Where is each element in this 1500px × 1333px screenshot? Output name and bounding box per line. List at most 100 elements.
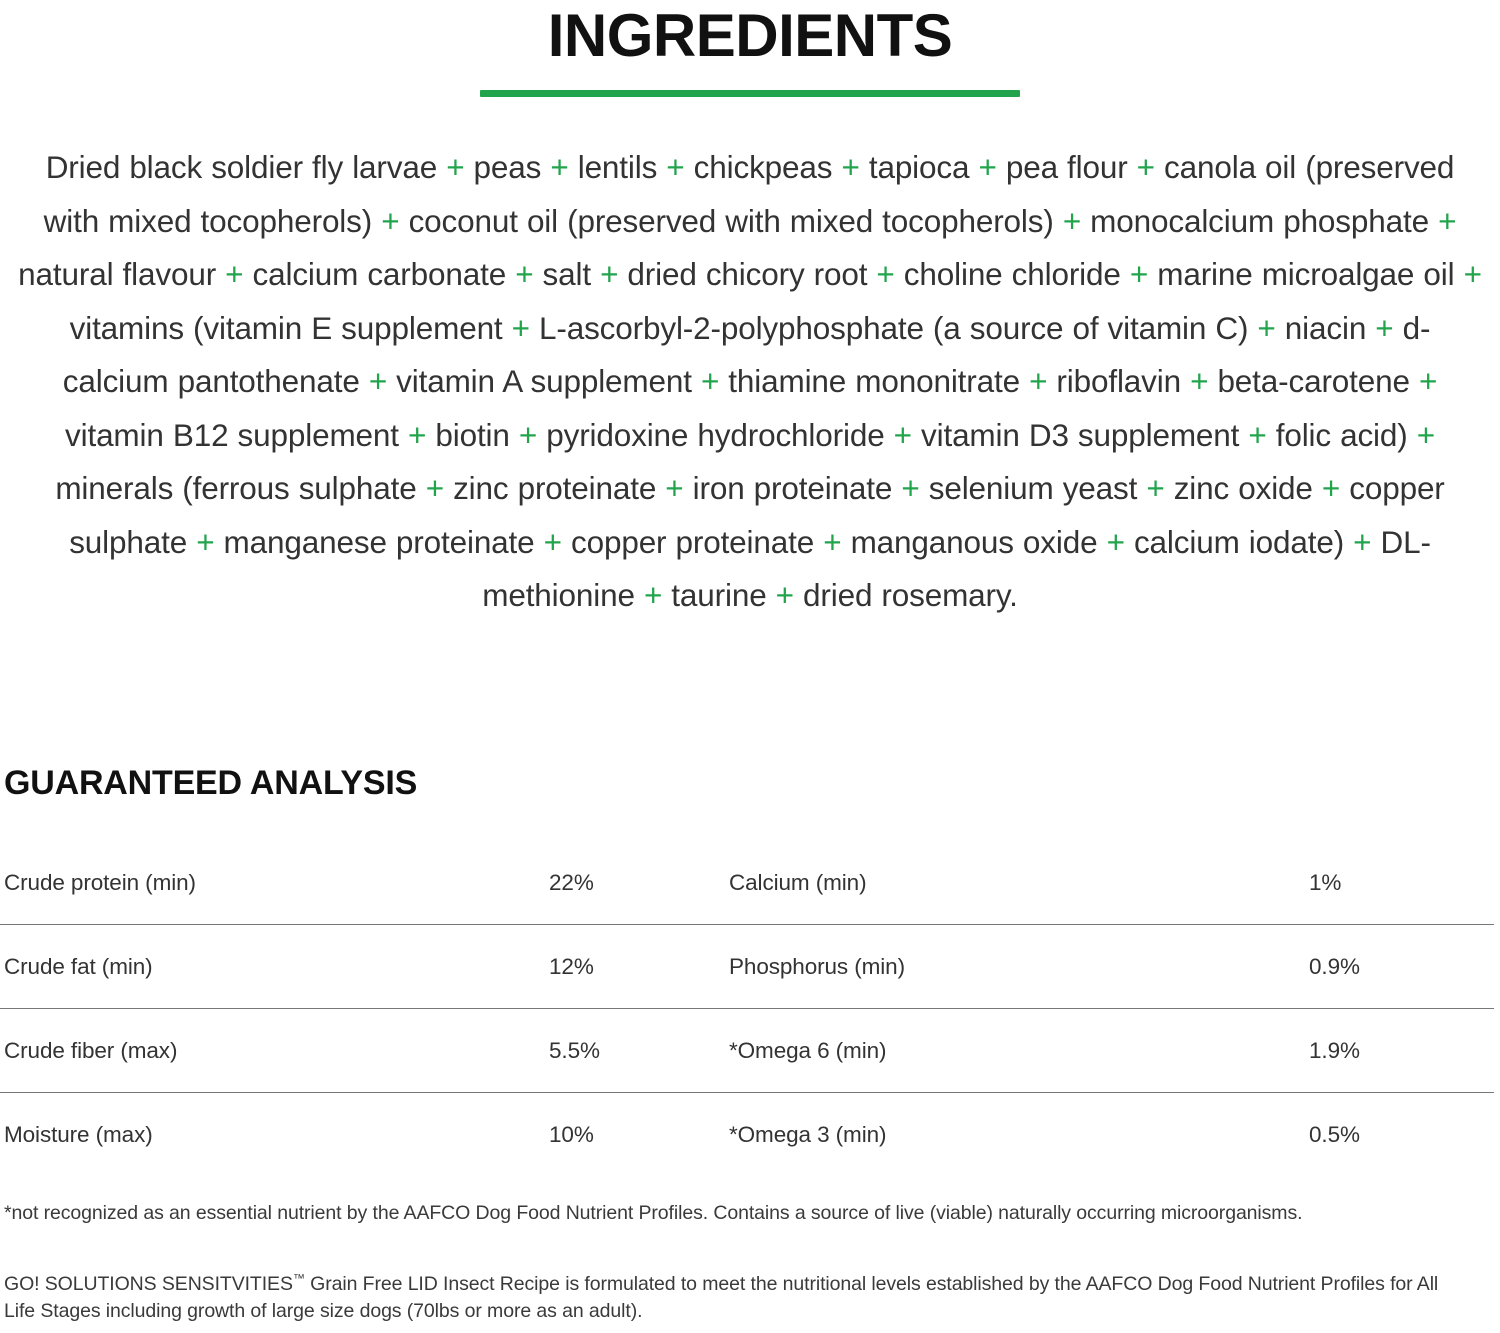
ingredient-separator-plus: + <box>1312 470 1350 506</box>
ingredient-item: manganese proteinate <box>223 523 535 560</box>
nutrient-value-left: 10% <box>549 1092 729 1176</box>
ingredient-item: riboflavin <box>1056 363 1181 399</box>
ingredient-separator-plus: + <box>1366 309 1403 346</box>
ingredient-item: d-calcium pantothenate <box>62 309 1431 400</box>
ingredient-item: DL-methionine <box>482 523 1431 614</box>
guaranteed-analysis-table: Crude protein (min) 22% Calcium (min) 1% Cru… <box>0 841 1494 1176</box>
ingredient-item: manganous oxide <box>850 523 1098 560</box>
ingredient-item: choline chloride <box>903 256 1121 292</box>
ingredient-separator-plus: + <box>590 256 628 292</box>
ingredient-item: biotin <box>435 416 510 453</box>
ingredient-separator-plus: + <box>634 577 672 613</box>
ingredient-separator-plus: + <box>1180 363 1218 399</box>
asterisk-footnote: *not recognized as an essential nutrient… <box>4 1202 1303 1224</box>
nutrient-value-left: 12% <box>549 924 729 1009</box>
ingredient-item: vitamins (vitamin E supplement <box>69 309 503 346</box>
ingredient-separator-plus: + <box>541 149 578 185</box>
ingredient-item: vitamin A supplement <box>396 363 692 399</box>
ingredient-separator-plus: + <box>1248 309 1285 346</box>
nutrient-label-left: Crude fat (min) <box>0 924 549 1009</box>
ingredient-separator-plus: + <box>1127 149 1165 185</box>
ingredient-separator-plus: + <box>766 577 804 613</box>
ingredient-item: selenium yeast <box>928 470 1138 506</box>
guaranteed-analysis-title: GUARANTEED ANALYSIS <box>4 764 418 802</box>
ingredient-item: thiamine mononitrate <box>728 363 1020 399</box>
nutrient-value-right: 0.5% <box>1309 1092 1494 1176</box>
nutrient-value-left: 22% <box>549 870 594 895</box>
ingredient-item: natural flavour <box>18 256 217 292</box>
ingredient-item: folic acid) <box>1275 416 1408 453</box>
ingredient-item: tapioca <box>868 149 970 185</box>
ingredient-separator-plus: + <box>832 149 869 185</box>
ingredient-separator-plus: + <box>1344 523 1381 560</box>
nutrient-label-right: Calcium (min) <box>729 870 867 895</box>
ingredient-separator-plus: + <box>867 256 904 292</box>
ingredient-item: iron proteinate <box>692 470 893 506</box>
aafco-statement: GO! SOLUTIONS SENSITVITIES™ Grain Free L… <box>4 1271 1466 1325</box>
ingredient-item: calcium iodate) <box>1133 523 1345 560</box>
ingredients-header: INGREDIENTS <box>0 0 1500 97</box>
aafco-statement-text: Grain Free LID Insect Recipe is formulat… <box>4 1273 1439 1322</box>
ingredient-separator-plus: + <box>398 416 436 453</box>
ingredient-item: monocalcium phosphate <box>1090 202 1429 239</box>
ingredient-item: taurine <box>671 577 767 613</box>
ingredient-separator-plus: + <box>1019 363 1057 399</box>
ingredient-separator-plus: + <box>1409 363 1438 399</box>
ingredient-item: pyridoxine hydrochloride <box>546 416 885 453</box>
nutrient-value-left: 5.5% <box>549 1008 729 1093</box>
ingredient-item: copper proteinate <box>570 523 815 560</box>
table-row: Crude fiber (max) 5.5% *Omega 6 (min) 1.9% <box>0 1008 1494 1093</box>
ingredient-item: marine microalgae oil <box>1157 256 1455 292</box>
ingredient-separator-plus: + <box>1120 256 1158 292</box>
trademark-icon: ™ <box>292 1271 305 1286</box>
ingredient-item: dried chicory root <box>627 256 868 292</box>
aafco-brand-name: GO! SOLUTIONS SENSITVITIES <box>4 1273 293 1295</box>
nutrient-label-right: *Omega 3 (min) <box>729 1092 1309 1176</box>
guaranteed-analysis-section: GUARANTEED ANALYSIS Crude protein (min) 2… <box>0 763 1500 1176</box>
ingredient-separator-plus: + <box>187 523 224 560</box>
nutrient-value-right: 1.9% <box>1309 1008 1494 1093</box>
ingredient-separator-plus: + <box>437 149 474 185</box>
ingredient-separator-plus: + <box>502 309 539 346</box>
ingredient-item: niacin <box>1284 309 1367 346</box>
nutrient-label-left: Crude fiber (max) <box>0 1008 549 1093</box>
title-underline-rule <box>480 90 1020 97</box>
nutrient-label-right: Phosphorus (min) <box>729 924 1309 1009</box>
ingredient-separator-plus: + <box>656 470 693 506</box>
ingredient-item: lentils <box>577 149 658 185</box>
ingredient-separator-plus: + <box>216 256 253 292</box>
ingredient-separator-plus: + <box>892 470 929 506</box>
ingredient-item: beta-carotene <box>1217 363 1410 399</box>
ingredient-separator-plus: + <box>1239 416 1276 453</box>
ingredient-item: zinc proteinate <box>453 470 657 506</box>
ingredient-item: vitamin B12 supplement <box>65 416 399 453</box>
ingredient-item: vitamin D3 supplement <box>921 416 1240 453</box>
ingredient-item: minerals (ferrous sulphate <box>55 470 417 506</box>
ingredient-separator-plus: + <box>691 363 729 399</box>
nutrient-value-right: 0.9% <box>1309 924 1494 1009</box>
ingredient-item: peas <box>473 149 542 185</box>
ingredient-separator-plus: + <box>506 256 543 292</box>
ingredient-separator-plus: + <box>1428 202 1457 239</box>
ingredient-item: calcium carbonate <box>252 256 507 292</box>
ingredient-item: coconut oil (preserved with mixed tocoph… <box>408 202 1054 239</box>
ingredient-separator-plus: + <box>1053 202 1091 239</box>
ingredient-item: Dried black soldier fly larvae <box>45 149 438 185</box>
ingredient-separator-plus: + <box>1407 416 1435 453</box>
ingredient-separator-plus: + <box>969 149 1006 185</box>
ingredient-item: chickpeas <box>693 149 833 185</box>
ingredient-separator-plus: + <box>884 416 922 453</box>
page-title: INGREDIENTS <box>547 2 953 69</box>
nutrient-label-right: *Omega 6 (min) <box>729 1008 1309 1093</box>
nutrient-label-left: Crude protein (min) <box>4 870 196 895</box>
ingredient-separator-plus: + <box>1097 523 1134 560</box>
ingredient-item: dried rosemary. <box>803 577 1018 613</box>
ingredient-separator-plus: + <box>372 202 409 239</box>
ingredient-separator-plus: + <box>416 470 454 506</box>
table-row: Moisture (max) 10% *Omega 3 (min) 0.5% <box>0 1092 1494 1176</box>
ingredient-separator-plus: + <box>534 523 571 560</box>
ingredient-separator-plus: + <box>359 363 397 399</box>
nutrient-value-right: 1% <box>1309 870 1342 895</box>
ingredient-item: pea flour <box>1005 149 1128 185</box>
nutrient-label-left: Moisture (max) <box>0 1092 549 1176</box>
